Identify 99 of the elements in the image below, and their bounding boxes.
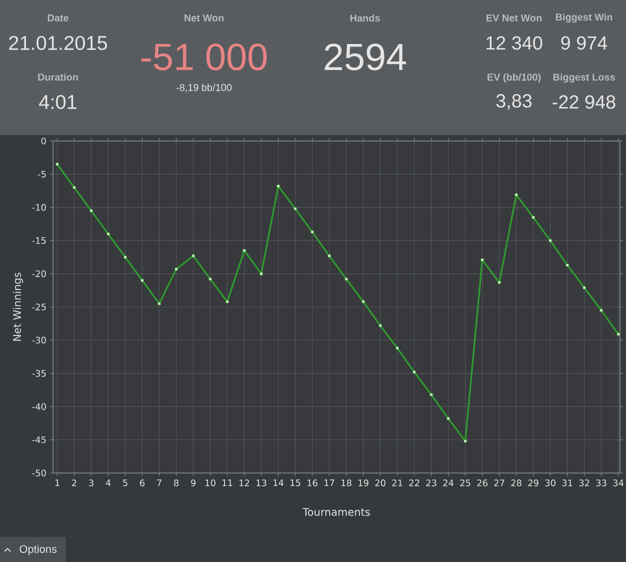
point xyxy=(106,232,110,236)
point xyxy=(362,300,365,304)
y-axis-title: Net Winnings xyxy=(12,272,23,341)
x-tick-label: 29 xyxy=(528,480,538,486)
x-tick-label: 25 xyxy=(460,480,470,486)
text: Duration xyxy=(38,73,78,81)
text: EV (bb/100) xyxy=(488,73,541,83)
x-tick-label: 32 xyxy=(579,480,590,486)
point xyxy=(276,184,280,188)
text: 4:01 xyxy=(39,94,76,110)
y-tick-label: -20 xyxy=(32,270,46,278)
x-tick-label: 27 xyxy=(494,480,504,486)
x-tick-label: 2 xyxy=(72,480,76,486)
point xyxy=(90,209,93,212)
y-tick-label: -45 xyxy=(32,436,46,444)
point xyxy=(192,254,195,258)
x-tick-label: 33 xyxy=(596,480,606,486)
x-tick-label: 21 xyxy=(392,480,402,486)
y-tick-label: -30 xyxy=(32,336,46,344)
x-tick-label: 9 xyxy=(190,480,196,486)
point xyxy=(328,254,331,258)
point xyxy=(566,264,569,267)
text: 12 340 xyxy=(486,36,542,50)
y-tick-label: -35 xyxy=(32,370,46,377)
point xyxy=(396,346,399,350)
x-tick-label: 1 xyxy=(55,480,60,486)
x-tick-label: 34 xyxy=(613,480,624,486)
x-tick-label: 15 xyxy=(290,480,300,486)
x-tick-label: 16 xyxy=(308,480,318,486)
point xyxy=(378,324,382,328)
point xyxy=(582,286,586,290)
point xyxy=(616,332,620,336)
x-tick-label: 19 xyxy=(358,480,368,486)
text: Biggest Loss xyxy=(553,73,615,83)
x-tick-label: 22 xyxy=(409,480,420,486)
text: Net Won xyxy=(184,14,224,22)
point xyxy=(430,393,433,396)
x-tick-label: 17 xyxy=(324,480,334,486)
text: 2594 xyxy=(324,44,406,70)
text: 21.01.2015 xyxy=(9,36,108,50)
point xyxy=(412,370,416,374)
point xyxy=(310,230,314,234)
x-tick-label: 5 xyxy=(123,480,128,486)
point xyxy=(124,256,127,259)
y-tick-label: -15 xyxy=(32,237,46,244)
point xyxy=(464,440,467,443)
text: -22 948 xyxy=(552,95,616,109)
x-axis-title: Tournaments xyxy=(302,508,370,516)
point xyxy=(158,302,161,306)
x-tick-label: 13 xyxy=(256,480,266,486)
x-tick-label: 23 xyxy=(426,480,436,486)
x-tick-label: 18 xyxy=(342,480,352,486)
x-tick-label: 28 xyxy=(511,480,522,486)
y-tick-label: -5 xyxy=(38,170,46,178)
x-tick-label: 6 xyxy=(140,480,145,486)
y-tick-label: -50 xyxy=(32,470,46,476)
x-tick-label: 11 xyxy=(222,480,232,486)
text: Hands xyxy=(350,14,380,22)
point xyxy=(208,278,212,281)
point xyxy=(72,186,76,189)
x-tick-label: 31 xyxy=(562,480,572,486)
text: -51 000 xyxy=(141,44,267,70)
text: 3,83 xyxy=(496,94,532,110)
text: 9 974 xyxy=(561,36,608,50)
x-tick-label: 26 xyxy=(477,480,488,486)
text: EV Net Won xyxy=(486,14,542,22)
y-tick-label: -10 xyxy=(32,204,46,211)
x-tick-label: 14 xyxy=(274,480,284,486)
x-tick-label: 4 xyxy=(106,480,111,486)
point xyxy=(532,216,535,219)
point xyxy=(548,239,552,242)
text: Options xyxy=(20,544,57,556)
point xyxy=(344,278,348,281)
y-tick-label: -25 xyxy=(32,304,46,310)
point xyxy=(174,268,178,271)
x-tick-label: 30 xyxy=(545,480,556,486)
x-tick-label: 8 xyxy=(174,480,179,486)
point xyxy=(480,258,484,262)
point xyxy=(600,308,603,312)
y-tick-label: 0 xyxy=(41,138,46,144)
x-tick-label: 20 xyxy=(375,480,386,486)
x-tick-label: 10 xyxy=(206,480,216,486)
point xyxy=(226,300,229,304)
point xyxy=(56,162,59,166)
x-tick-label: 3 xyxy=(89,480,94,486)
point xyxy=(498,280,501,284)
point xyxy=(242,249,246,252)
point xyxy=(260,272,263,276)
x-tick-label: 7 xyxy=(157,480,162,486)
text: Biggest Win xyxy=(556,13,612,23)
y-tick-label: -40 xyxy=(32,403,46,410)
text: Date xyxy=(48,14,68,22)
x-tick-label: 12 xyxy=(240,480,250,486)
point xyxy=(294,207,297,210)
point xyxy=(446,417,450,420)
point xyxy=(514,193,518,196)
point xyxy=(140,278,144,282)
text: -8,19 bb/100 xyxy=(176,84,232,92)
x-tick-label: 24 xyxy=(443,480,454,486)
